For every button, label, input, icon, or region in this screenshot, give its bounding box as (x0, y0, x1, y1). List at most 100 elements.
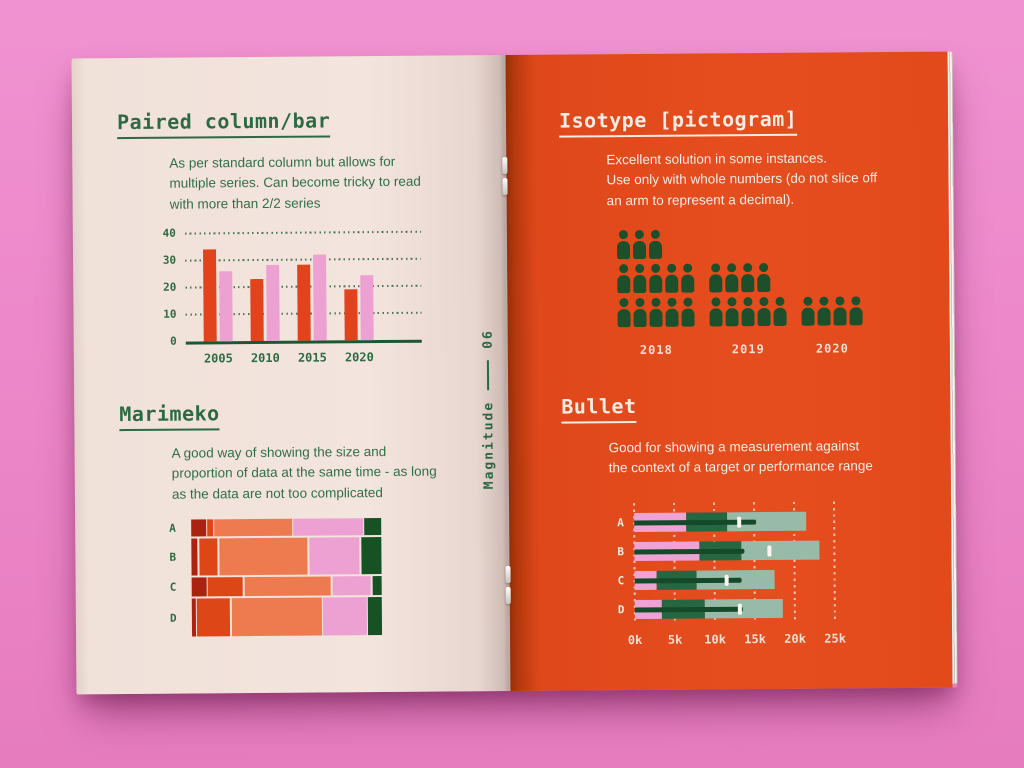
pictogram-row (617, 298, 694, 328)
marimekko-row: C (170, 576, 382, 597)
pictogram-year-group: 2020 (801, 296, 862, 355)
y-axis-tick-label: 0 (170, 334, 177, 348)
person-icon (665, 298, 678, 327)
column-bar (313, 254, 327, 341)
bullet-axis-label: 5k (667, 632, 683, 647)
paired-column-description: As per standard column but allows for mu… (169, 153, 421, 212)
bullet-target-tick (724, 574, 729, 586)
column-bar (219, 271, 233, 342)
column-bar (266, 265, 280, 341)
bullet-row: D (617, 598, 835, 620)
column-pair-group (297, 254, 327, 341)
bullet-axis-label: 0k (627, 633, 643, 648)
marimekko-segment (219, 537, 308, 576)
pictogram-year-label: 2020 (815, 341, 849, 356)
marimekko-segment (191, 577, 207, 597)
isotype-section: Isotype [pictogram] (558, 106, 798, 138)
staple-bottom-upper-leg (505, 566, 511, 584)
bullet-measure-bar (634, 606, 743, 613)
bullet-axis-label: 10k (704, 632, 726, 647)
marimekko-segment (293, 518, 364, 536)
bullet-row-label: B (617, 545, 625, 559)
bullet-row-label: D (617, 603, 625, 617)
pictogram-year-label: 2019 (731, 342, 765, 357)
isotype-description: Excellent solution in some instances. Us… (606, 150, 878, 208)
person-icon (633, 230, 646, 259)
person-icon (617, 230, 630, 259)
person-icon (741, 263, 754, 292)
person-icon (681, 264, 694, 293)
bullet-row-track (634, 569, 835, 591)
person-icon (633, 298, 646, 327)
marimekko-segment (191, 598, 196, 637)
bullet-range-band (741, 540, 820, 561)
marimekko-description: A good way of showing the size and propo… (171, 444, 437, 502)
spine-dash-rule (486, 359, 490, 390)
marimekko-segment (364, 518, 382, 536)
person-icon (801, 297, 814, 326)
bullet-row: B (617, 540, 834, 562)
y-axis-tick-label: 40 (162, 226, 176, 240)
x-axis-tick-label: 2020 (344, 350, 374, 365)
marimekko-row-label: B (169, 550, 177, 564)
marimekko-segment (244, 576, 331, 597)
marimekko-chart: A B C D (169, 518, 383, 639)
bullet-target-tick (737, 603, 742, 615)
bullet-row-label: C (617, 574, 625, 588)
person-icon (617, 264, 630, 293)
person-icon (773, 297, 786, 326)
person-icon (849, 296, 862, 325)
person-icon (649, 230, 662, 259)
bullet-row-track (634, 598, 835, 620)
paired-column-title: Paired column/bar (116, 108, 331, 140)
marimekko-row: B (169, 537, 382, 576)
marimekko-section: Marimeko (119, 401, 220, 432)
person-icon (709, 263, 722, 292)
marimekko-segment (332, 576, 372, 596)
isotype-title: Isotype [pictogram] (558, 106, 798, 138)
pictogram-row (709, 297, 786, 327)
person-icon (649, 264, 662, 293)
bullet-axis-label: 15k (744, 632, 766, 647)
y-gridline (184, 230, 421, 235)
marimekko-row: D (170, 597, 383, 637)
x-axis-tick-label: 2015 (297, 350, 327, 365)
marimekko-segment (191, 538, 199, 576)
bullet-axis-label: 20k (784, 631, 806, 646)
paired-column-chart: 0 10 20 30 40 2005 2010 2015 2020 (155, 227, 422, 374)
marimekko-row-label: C (169, 580, 177, 594)
marimekko-row: A (169, 518, 382, 537)
pictogram-row (617, 264, 694, 294)
marimekko-segment (207, 577, 243, 597)
column-pair-group (203, 249, 233, 342)
pictogram-row (709, 263, 770, 292)
pictogram-year-group: 2019 (709, 263, 787, 357)
marimekko-row-label: A (169, 521, 176, 535)
paired-plot-area: 0 10 20 30 40 (163, 227, 422, 348)
person-icon (757, 263, 770, 292)
bullet-description: Good for showing a measurement against t… (608, 438, 873, 476)
marimekko-segment (191, 519, 206, 537)
book-spread: Paired column/bar As per standard column… (71, 51, 958, 695)
spine-page-number: 06 (480, 329, 496, 349)
column-pair-group (250, 265, 280, 342)
marimekko-title: Marimeko (119, 401, 220, 432)
left-page: Paired column/bar As per standard column… (71, 55, 511, 695)
bullet-title: Bullet (561, 394, 637, 424)
marimekko-segment (361, 537, 382, 575)
bullet-row-label: A (617, 516, 624, 530)
marimekko-row-track (191, 597, 383, 637)
y-axis-tick-label: 30 (162, 253, 177, 267)
column-pair-group (344, 275, 374, 341)
marimekko-segment (214, 518, 292, 537)
right-page: Isotype [pictogram] Excellent solution i… (505, 51, 953, 692)
column-bar (250, 278, 264, 342)
marimekko-segment (199, 538, 218, 576)
bullet-section: Bullet (561, 394, 637, 424)
person-icon (617, 298, 630, 327)
marimekko-segment (367, 597, 383, 636)
staple-bottom-lower-leg (505, 587, 511, 605)
marimekko-segment (323, 597, 367, 636)
marimekko-segment (308, 537, 360, 575)
person-icon (709, 297, 722, 326)
